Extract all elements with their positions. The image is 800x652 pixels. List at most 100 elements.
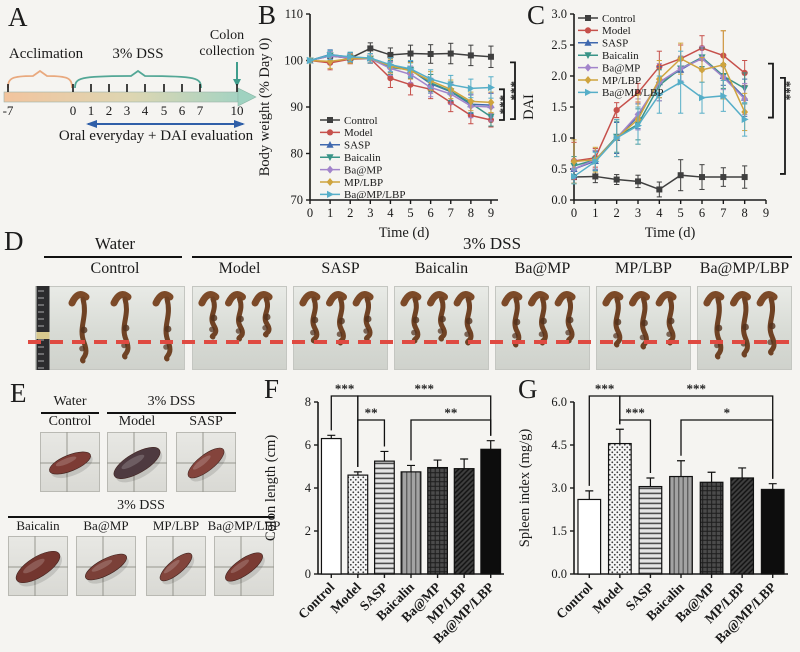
panel-e-water-underline [41,412,99,414]
bar-Ba@MP [427,466,449,575]
axes: 70 80 90 100 110 0 1 2 3 4 5 6 7 8 9 Time (d) Body weigh… [257,7,498,241]
svg-text:2: 2 [305,524,311,538]
timeline-tick-label: 10 [230,103,244,118]
svg-text:Ba@MP/LBP: Ba@MP/LBP [602,87,663,99]
series-Ba@MP/LBP [571,50,749,185]
svg-text:2: 2 [347,206,353,220]
panel-d-dss-header: 3% DSS [462,234,522,253]
spleen-photo-sasp [176,432,236,492]
svg-text:***: *** [504,81,519,101]
timeline-collection-label-2: collection [199,44,255,59]
svg-text:***: *** [595,381,615,396]
svg-text:3.0: 3.0 [551,7,567,21]
svg-text:Model: Model [602,25,631,37]
svg-text:0.5: 0.5 [551,162,567,176]
svg-text:Colon length (cm): Colon length (cm) [263,435,279,541]
colon-photo-model [192,286,287,370]
bar-Baicalin [400,471,422,575]
svg-text:0.0: 0.0 [551,567,567,581]
bar-Control [320,437,342,575]
panel-d-group-label: MP/LBP [615,260,672,277]
svg-text:Control: Control [602,13,636,25]
svg-text:9: 9 [488,206,494,220]
panel-label-b: B [258,0,277,30]
svg-text:6: 6 [305,438,311,452]
spleen-index-chart: 0.0 1.5 3.0 4.5 6.0 Spleen index (mg/g) Contro… [516,376,800,652]
svg-text:8: 8 [305,395,311,409]
spleen-photo-bamp [76,536,136,596]
body-weight-chart: 70 80 90 100 110 0 1 2 3 4 5 6 7 8 9 Time (d) Body weigh… [256,2,538,242]
panel-e-water-header: Water [53,394,87,409]
svg-text:2: 2 [614,206,620,220]
colon-length-chart: 0 2 4 6 8 Colon length (cm) Control Model SASP Ba… [262,376,538,652]
svg-text:1.0: 1.0 [551,131,567,145]
bar-Model [607,442,632,575]
series-Ba@MP/LBP [307,49,495,99]
panel-d-group-label: Baicalin [414,260,469,277]
bar-Ba@MP/LBP [760,488,785,575]
svg-text:Ba@MP: Ba@MP [602,62,640,74]
chartB-svg: 70 80 90 100 110 0 1 2 3 4 5 6 7 8 9 Time (d) Body weigh… [257,7,519,241]
panel-label-f: F [264,374,280,404]
panel-label-d: D [4,226,24,256]
svg-text:5: 5 [407,206,413,220]
panel-e-dss-underline-top [107,412,236,414]
colon-photo-svg [501,291,576,348]
colon-photo-bamplbp [697,286,792,370]
svg-text:1.5: 1.5 [551,100,567,114]
svg-text:0: 0 [571,206,577,220]
bar-SASP [638,485,663,575]
svg-text:**: ** [444,405,457,420]
spleen-photo-control [40,432,100,492]
svg-text:0: 0 [307,206,313,220]
svg-text:Ba@MP: Ba@MP [344,164,382,176]
panel-d-group-label: Model [218,260,261,277]
svg-text:80: 80 [291,147,304,161]
spleen-photo-mplbp [146,536,206,596]
svg-text:***: *** [687,381,707,396]
timeline-acclimation-label: Acclimation [8,46,84,62]
colon-photo-svg [703,291,778,360]
svg-text:0.0: 0.0 [551,193,567,207]
legend: ControlModelSASPBaicalinBa@MPMP/LBPBa@MP… [578,13,663,99]
svg-text:**: ** [365,405,378,420]
svg-text:1: 1 [327,206,333,220]
svg-text:6: 6 [428,206,434,220]
axes: 0.0 0.5 1.0 1.5 2.0 2.5 3.0 0 1 2 3 4 5 6 7 8 9 Time (d) D… [521,7,769,241]
spleen-photo-svg [40,432,100,492]
svg-text:DAI: DAI [521,94,537,120]
colon-photo-control [35,286,185,370]
svg-text:Model: Model [344,127,373,139]
panel-e-dss-header-top: 3% DSS [147,394,196,409]
panel-e-group-label: Ba@MP [83,518,129,533]
spleen-photo-model [107,432,167,492]
colon-photo-bamp [495,286,590,370]
svg-text:MP/LBP: MP/LBP [602,75,641,87]
panel-e-dss-underline-bottom [8,516,274,518]
timeline-tick-label: 5 [160,103,168,118]
svg-text:Control: Control [553,579,595,621]
svg-text:Baicalin: Baicalin [602,50,639,62]
timeline-tick-label: 2 [105,103,113,118]
svg-text:Baicalin: Baicalin [344,152,381,164]
legend: ControlModelSASPBaicalinBa@MPMP/LBPBa@MP… [320,115,405,201]
colon-photo-sasp [293,286,388,370]
svg-text:MP/LBP: MP/LBP [344,177,383,189]
chartG-svg: 0.0 1.5 3.0 4.5 6.0 Spleen index (mg/g) Contro… [517,381,788,646]
bar-Model [347,474,369,575]
svg-text:SASP: SASP [344,140,370,152]
colon-photo-svg [602,291,677,350]
bar-Baicalin [669,475,693,575]
svg-text:3: 3 [367,206,373,220]
panel-e-group-label: Baicalin [16,518,60,533]
svg-text:***: *** [625,405,645,420]
chartC-svg: 0.0 0.5 1.0 1.5 2.0 2.5 3.0 0 1 2 3 4 5 6 7 8 9 Time (d) D… [521,7,794,241]
svg-text:9: 9 [763,206,769,220]
timeline-tick-label: 1 [87,103,95,118]
colon-photo-svg [36,286,174,370]
colon-photo-svg [299,291,374,346]
svg-text:2.0: 2.0 [551,69,567,83]
timeline-tick-label: 7 [196,103,204,118]
